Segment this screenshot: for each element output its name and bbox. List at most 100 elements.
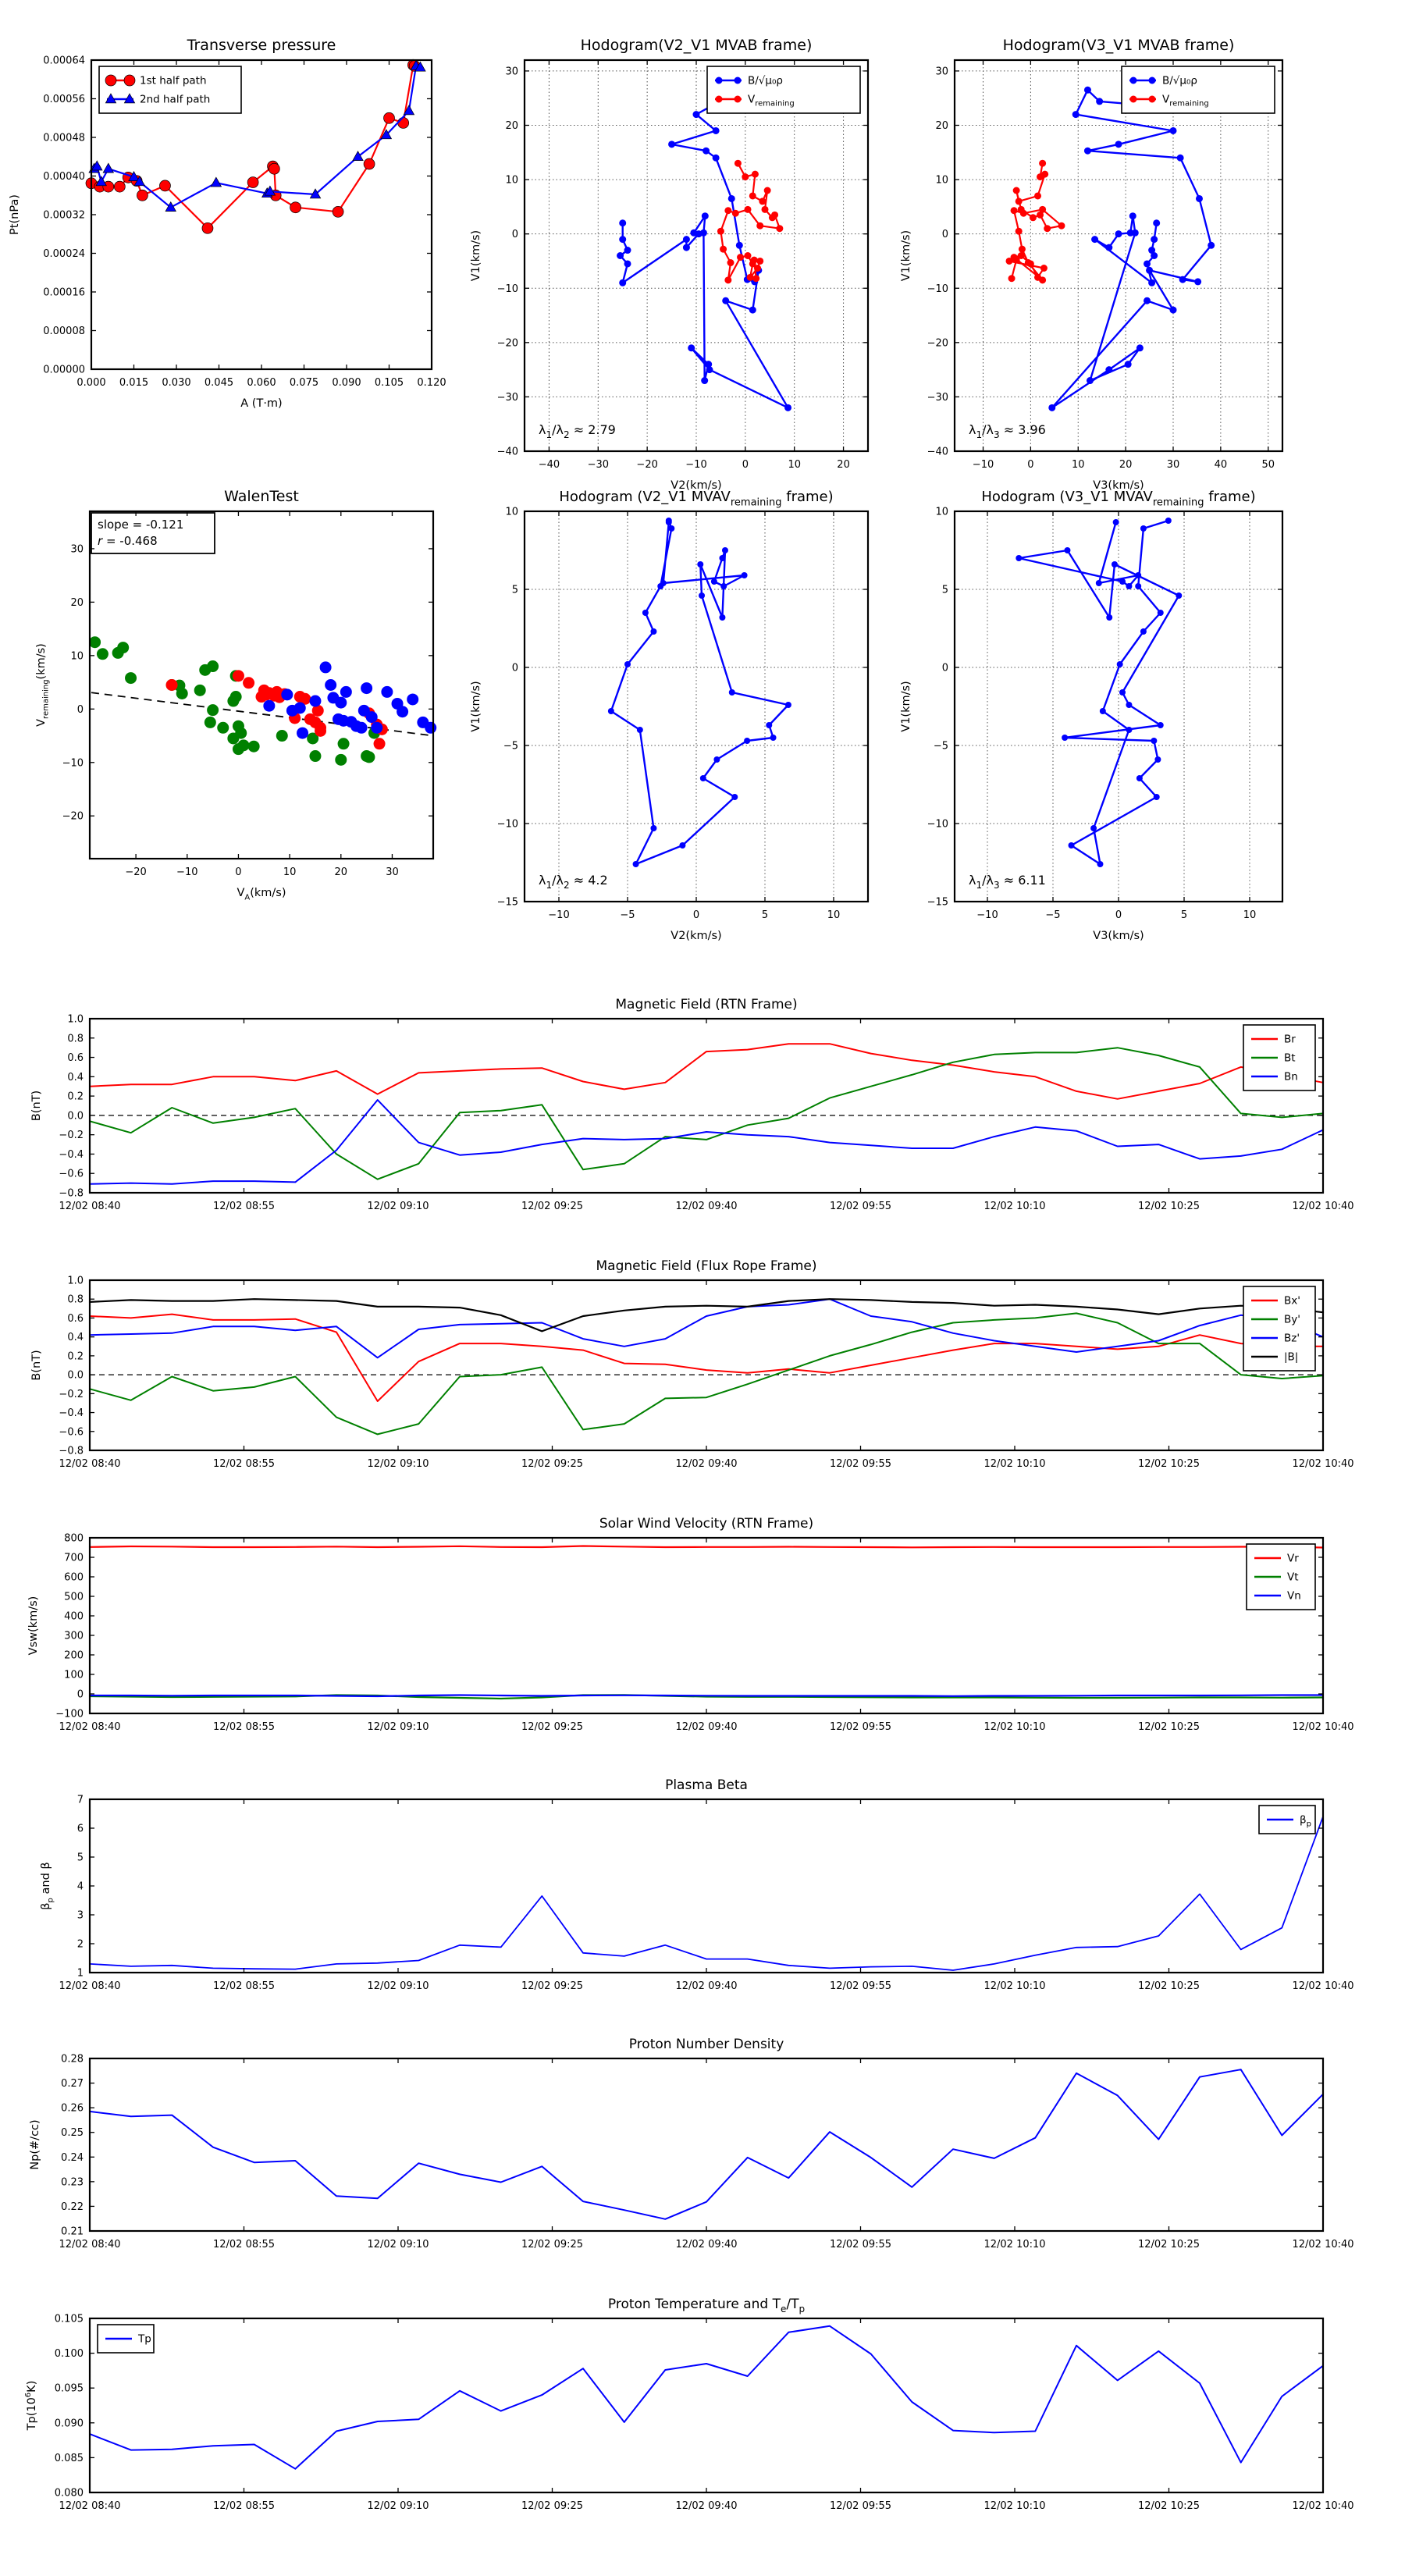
series-b-sqrt-mu0-rho- [617,86,792,411]
svg-text:0.080: 0.080 [55,2488,84,2500]
svg-text:0.100: 0.100 [55,2348,84,2360]
svg-text:Bx': Bx' [1284,1295,1300,1308]
hodogram-v3v1-mvab-title: Hodogram(V3_V1 MVAB frame) [1003,37,1235,54]
svg-text:B/√μ₀ρ: B/√μ₀ρ [1162,75,1197,87]
svg-text:A (T·m): A (T·m) [240,397,282,410]
series-bx- [89,1313,1324,1402]
svg-text:−10: −10 [973,459,994,471]
svg-text:−20: −20 [636,459,657,471]
svg-text:Vremaining: Vremaining [748,94,795,109]
svg-text:12/02 10:40: 12/02 10:40 [1292,2500,1353,2512]
svg-text:0.00024: 0.00024 [43,248,85,260]
svg-text:10: 10 [1243,909,1257,921]
svg-text:V1(km/s): V1(km/s) [470,230,482,281]
svg-text:0.21: 0.21 [61,2226,84,2238]
plasma-beta-legend: βp [1258,1805,1316,1834]
panel-hodogram-v3v1-mvav: λ1/λ3 ≈ 6.11 −10 −5 0 5 10 −15 −10 −5 0 5 10 V3(km/s… [900,489,1284,942]
svg-text:λ1/λ2 ≈ 4.2: λ1/λ2 ≈ 4.2 [539,873,608,891]
svg-text:0: 0 [512,663,518,674]
panel-solar-wind-velocity: 12/02 08:40 12/02 08:55 12/02 09:10 12/02 0… [27,1516,1354,1733]
svg-text:12/02 08:55: 12/02 08:55 [213,2500,275,2512]
svg-text:−10: −10 [685,459,706,471]
svg-text:By': By' [1284,1314,1300,1326]
svg-text:−40: −40 [497,447,518,458]
svg-text:12/02 09:10: 12/02 09:10 [367,1721,429,1733]
svg-text:B(nT): B(nT) [30,1350,43,1380]
svg-text:−10: −10 [927,283,948,295]
svg-text:30: 30 [505,66,518,77]
svg-text:10: 10 [827,909,841,921]
svg-text:Vr: Vr [1287,1553,1299,1565]
svg-text:12/02 09:40: 12/02 09:40 [675,1201,737,1212]
svg-text:−15: −15 [927,897,948,909]
svg-text:12/02 08:55: 12/02 08:55 [213,1980,275,1992]
svg-text:12/02 08:40: 12/02 08:40 [59,1721,120,1733]
svg-text:Bz': Bz' [1284,1332,1300,1345]
series-v-remaining [1005,159,1065,284]
hodogram-v3v1-mvav-title: Hodogram (V3_V1 MVAVremaining frame) [981,489,1255,508]
svg-text:0.0: 0.0 [67,1110,84,1122]
svg-text:12/02 09:25: 12/02 09:25 [521,1721,583,1733]
svg-text:12/02 09:25: 12/02 09:25 [521,1980,583,1992]
svg-text:30: 30 [70,543,84,555]
svg-text:12/02 09:25: 12/02 09:25 [521,1201,583,1212]
series-br [89,1043,1324,1100]
svg-text:B(nT): B(nT) [30,1091,43,1121]
svg-text:Vsw(km/s): Vsw(km/s) [27,1596,40,1656]
svg-text:12/02 10:10: 12/02 10:10 [984,2500,1045,2512]
svg-text:0.27: 0.27 [61,2078,84,2090]
svg-text:300: 300 [64,1631,84,1642]
svg-text:400: 400 [64,1611,84,1623]
svg-text:βp and β: βp and β [40,1862,55,1909]
svg-text:20: 20 [335,866,348,878]
svg-text:12/02 09:40: 12/02 09:40 [675,1980,737,1992]
svg-text:−40: −40 [539,459,560,471]
svg-text:100: 100 [64,1670,84,1681]
svg-text:V1(km/s): V1(km/s) [900,230,912,281]
series-v-remaining [717,159,784,284]
svg-text:10: 10 [70,650,84,662]
series-2nd-half-path [88,59,426,212]
svg-text:12/02 10:25: 12/02 10:25 [1138,1721,1200,1733]
svg-text:Bt: Bt [1284,1052,1296,1065]
plasma-beta-title: Plasma Beta [665,1777,748,1793]
svg-text:5: 5 [77,1852,84,1864]
svg-text:20: 20 [935,120,948,132]
svg-text:12/02 08:40: 12/02 08:40 [59,1980,120,1992]
svg-text:0.090: 0.090 [332,377,361,389]
svg-text:12/02 08:55: 12/02 08:55 [213,1721,275,1733]
svg-text:0.085: 0.085 [55,2453,84,2464]
svg-text:5: 5 [512,585,518,596]
svg-text:12/02 10:25: 12/02 10:25 [1138,1201,1200,1212]
panel-plasma-beta: 12/02 08:40 12/02 08:55 12/02 09:10 12/02 0… [40,1777,1354,1992]
panel-hodogram-v2v1-mvab: λ1/λ2 ≈ 2.79 −40 −30 −20 −10 0 10 20 −40 −30 −20 −1… [470,37,870,492]
svg-text:500: 500 [64,1592,84,1603]
svg-text:−10: −10 [976,909,998,921]
svg-text:1st half path: 1st half path [140,75,207,87]
svg-text:50: 50 [1261,459,1275,471]
svg-text:−5: −5 [1045,909,1060,921]
panel-proton-number-density: 12/02 08:40 12/02 08:55 12/02 09:10 12/02 0… [29,2037,1354,2250]
svg-text:700: 700 [64,1553,84,1564]
series-bt [89,1047,1324,1180]
magnetic-field-flux-rope-title: Magnetic Field (Flux Rope Frame) [596,1258,817,1274]
svg-text:−5: −5 [934,741,948,753]
svg-text:0.105: 0.105 [55,2314,84,2325]
svg-text:B/√μ₀ρ: B/√μ₀ρ [748,75,783,87]
series-bz- [89,1298,1324,1359]
svg-text:0.26: 0.26 [61,2103,84,2115]
svg-text:−10: −10 [548,909,569,921]
svg-text:−5: −5 [503,741,518,753]
magnetic-field-flux-rope-legend: Bx' By' Bz' |B| [1243,1286,1316,1372]
series-blue-points [263,661,437,739]
svg-text:7: 7 [77,1795,84,1806]
transverse-pressure-legend: 1st half path 2nd half path [98,66,242,114]
svg-text:12/02 10:25: 12/02 10:25 [1138,1980,1200,1992]
svg-text:12/02 09:10: 12/02 09:10 [367,2500,429,2512]
svg-text:−0.8: −0.8 [59,1188,84,1200]
svg-text:−30: −30 [588,459,609,471]
panel-proton-temperature: 12/02 08:40 12/02 08:55 12/02 09:10 12/02 0… [24,2297,1353,2512]
svg-text:0.105: 0.105 [375,377,404,389]
svg-text:−40: −40 [927,447,948,458]
